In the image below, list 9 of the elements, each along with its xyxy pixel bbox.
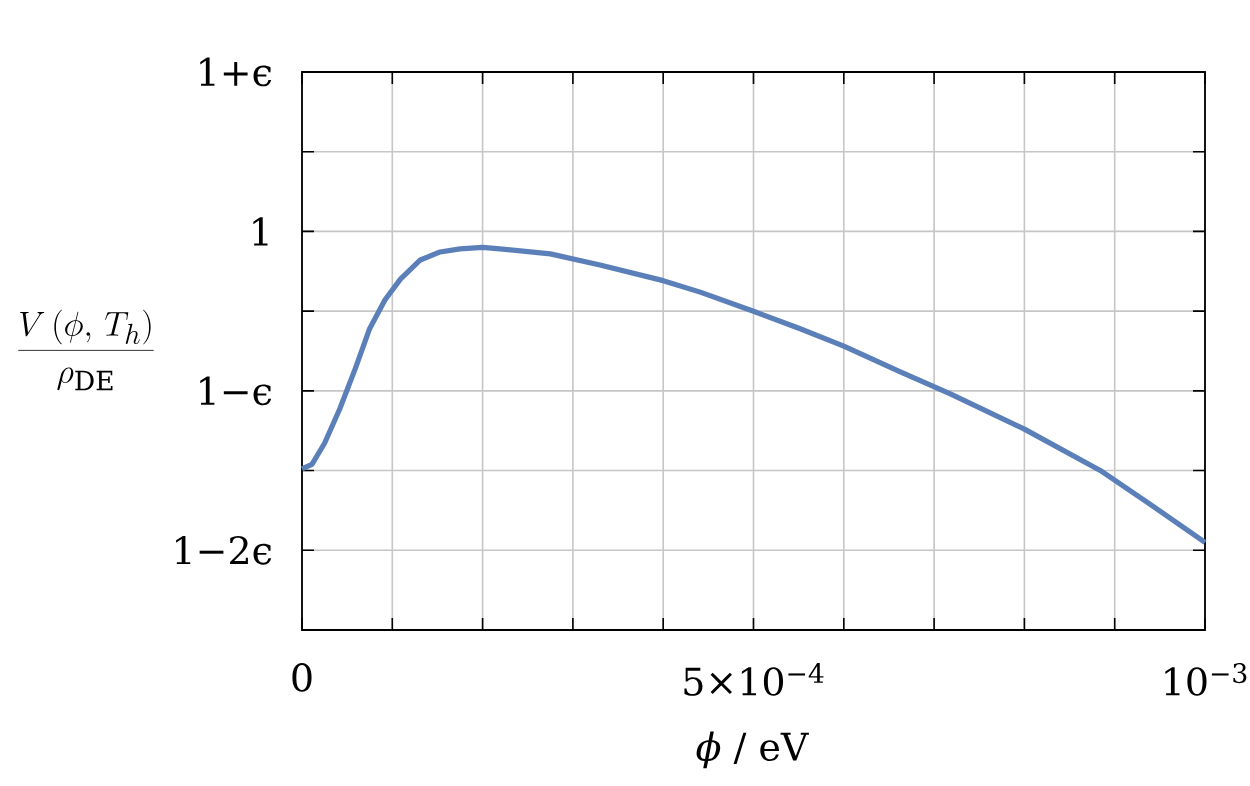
x-tick-label: 0 xyxy=(292,663,312,692)
text: 1+ϵ xyxy=(200,57,272,87)
text: 1 xyxy=(253,217,268,246)
x-tick-label: 5×10$^{−4}$ xyxy=(684,663,824,696)
text: $\frac{V\,(\phi,\,T_h)}{\rho_{\mathrm{DE}}}$ xyxy=(18,309,154,391)
x-tick-label: 10$^{−3}$ xyxy=(1165,663,1247,696)
text: 1−ϵ xyxy=(200,376,272,406)
x-axis-title: ϕ / eV xyxy=(696,731,809,769)
text: 1−2ϵ xyxy=(176,535,272,565)
